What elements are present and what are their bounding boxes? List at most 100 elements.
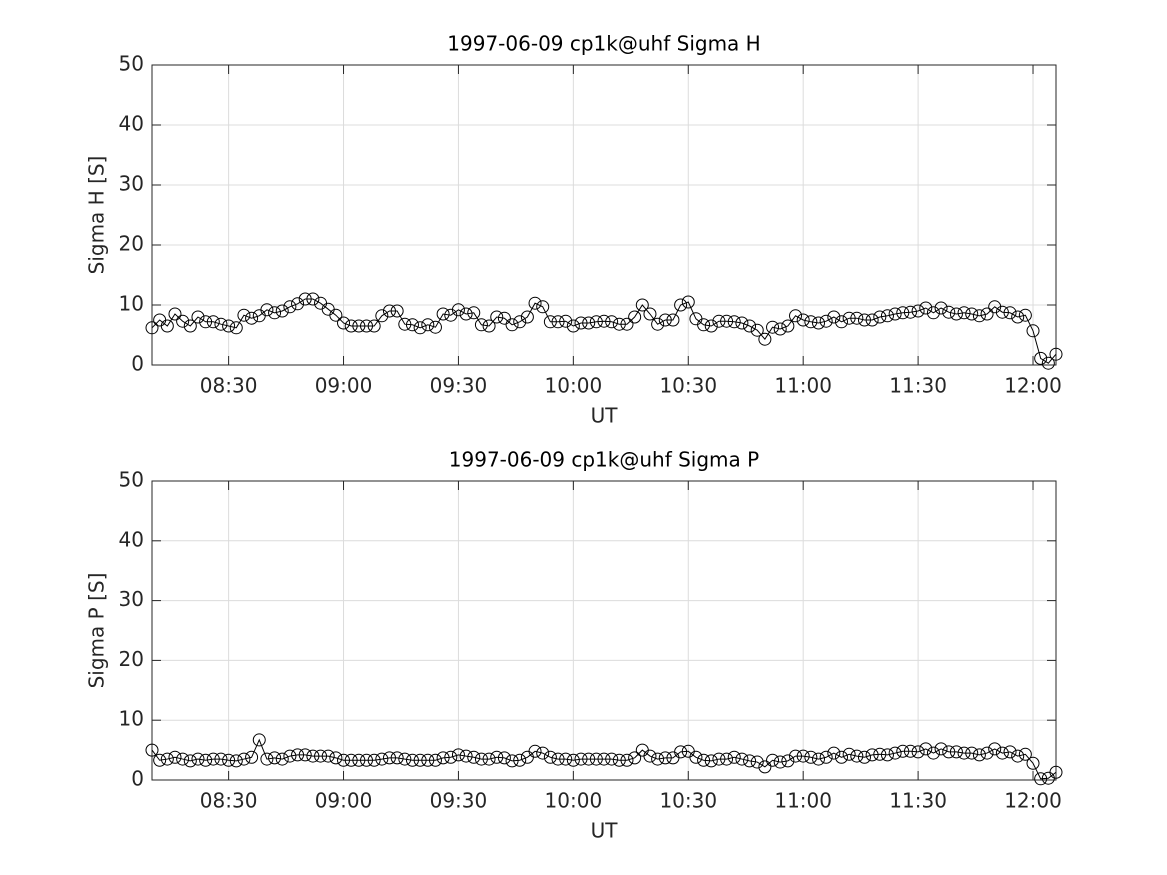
data-point [674, 298, 688, 312]
data-point [651, 752, 665, 766]
x-axis-label: UT [591, 404, 619, 428]
y-tick-label: 0 [131, 352, 144, 376]
data-point [1003, 306, 1017, 320]
data-point [1041, 356, 1055, 370]
data-point [1018, 747, 1032, 761]
data-point [911, 745, 925, 759]
y-tick-label: 40 [119, 112, 144, 136]
data-point [720, 752, 734, 766]
data-point [781, 319, 795, 333]
data-point [727, 750, 741, 764]
data-point [513, 315, 527, 329]
data-point [360, 753, 374, 767]
data-point [589, 315, 603, 329]
data-point [796, 313, 810, 327]
data-point [888, 746, 902, 760]
chart-title: 1997-06-09 cp1k@uhf Sigma P [449, 448, 759, 472]
data-point [873, 310, 887, 324]
axes-box [151, 64, 1057, 366]
data-point [337, 753, 351, 767]
data-point [842, 747, 856, 761]
data-point [949, 307, 963, 321]
plot-area [152, 65, 1056, 365]
y-tick-label: 30 [119, 587, 144, 611]
x-axis-label: UT [591, 819, 619, 843]
data-point [942, 305, 956, 319]
data-point [980, 307, 994, 321]
data-point [827, 746, 841, 760]
data-point [919, 301, 933, 315]
data-point [743, 319, 757, 333]
data-point [988, 742, 1002, 756]
data-point [474, 318, 488, 332]
data-point [360, 319, 374, 333]
y-tick-label: 50 [119, 52, 144, 76]
data-point [643, 307, 657, 321]
data-point [237, 308, 251, 322]
data-point [421, 753, 435, 767]
data-point [620, 753, 634, 767]
data-point [214, 317, 228, 331]
data-point [291, 748, 305, 762]
data-point [972, 309, 986, 323]
data-point [850, 749, 864, 763]
data-point [245, 311, 259, 325]
data-point [268, 306, 282, 320]
y-tick-label: 0 [131, 767, 144, 791]
data-point [903, 744, 917, 758]
data-point [643, 749, 657, 763]
data-point [926, 306, 940, 320]
data-point [375, 309, 389, 323]
data-point [390, 751, 404, 765]
data-point [773, 755, 787, 769]
data-point [574, 316, 588, 330]
data-point [222, 319, 236, 333]
data-point [658, 751, 672, 765]
data-point [260, 303, 274, 317]
data-point [474, 752, 488, 766]
data-point [405, 318, 419, 332]
data-point [750, 755, 764, 769]
data-point [237, 752, 251, 766]
data-point [888, 307, 902, 321]
data-point [957, 306, 971, 320]
data-point [436, 751, 450, 765]
data-point [666, 313, 680, 327]
data-point [451, 748, 465, 762]
data-point [543, 315, 557, 329]
data-point [436, 307, 450, 321]
data-point [597, 314, 611, 328]
data-point [222, 753, 236, 767]
y-tick-label: 10 [119, 292, 144, 316]
data-point [413, 321, 427, 335]
data-point [306, 292, 320, 306]
data-point [1034, 351, 1048, 365]
data-point [842, 311, 856, 325]
data-point [536, 300, 550, 314]
data-point [965, 307, 979, 321]
data-point [183, 319, 197, 333]
data-point [934, 301, 948, 315]
data-point [949, 745, 963, 759]
data-point [344, 319, 358, 333]
data-point [199, 753, 213, 767]
data-point [804, 315, 818, 329]
data-point [183, 754, 197, 768]
x-tick-label: 11:00 [774, 789, 832, 813]
data-point [367, 319, 381, 333]
data-point [1011, 310, 1025, 324]
data-point [819, 314, 833, 328]
x-tick-label: 10:00 [545, 374, 603, 398]
data-point [145, 321, 159, 335]
data-point [314, 749, 328, 763]
data-point [191, 310, 205, 324]
data-point [298, 748, 312, 762]
data-point [965, 746, 979, 760]
data-point [260, 752, 274, 766]
data-point [589, 752, 603, 766]
data-point [934, 742, 948, 756]
data-point [428, 753, 442, 767]
data-point [735, 752, 749, 766]
data-point [582, 316, 596, 330]
chart-title: 1997-06-09 cp1k@uhf Sigma H [447, 32, 760, 56]
